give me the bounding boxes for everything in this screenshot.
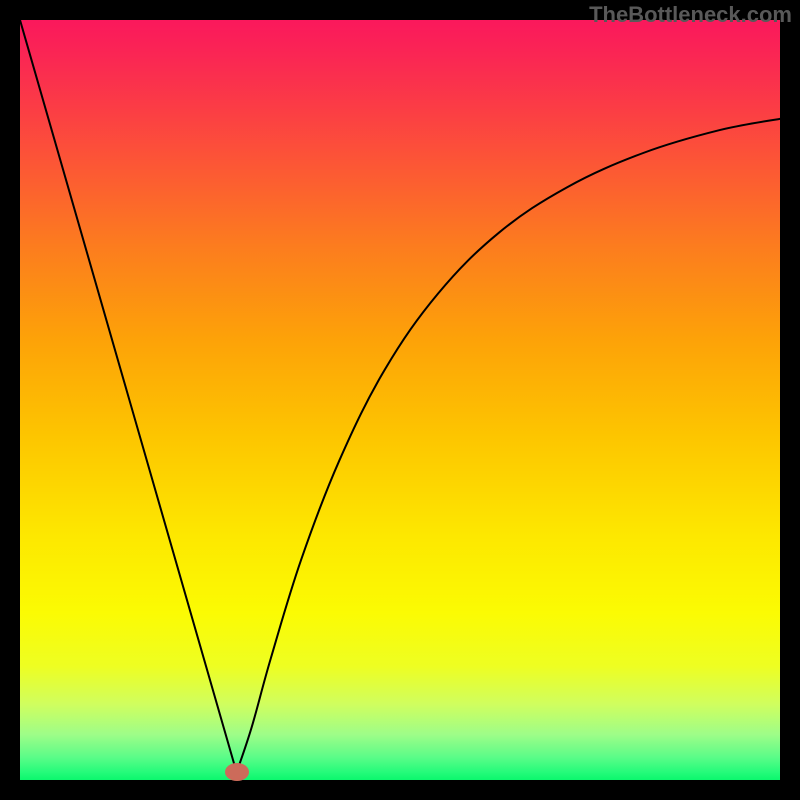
chart-container: TheBottleneck.com: [0, 0, 800, 800]
plot-area: [20, 20, 780, 780]
attribution-text: TheBottleneck.com: [589, 2, 792, 28]
bottleneck-curve: [20, 20, 780, 780]
minimum-marker: [225, 763, 249, 781]
